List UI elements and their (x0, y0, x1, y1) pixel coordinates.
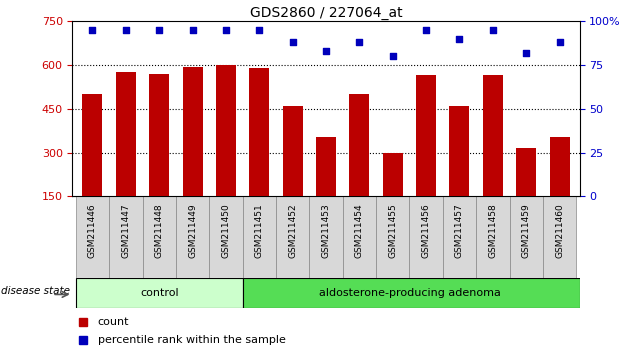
Text: count: count (98, 318, 129, 327)
Text: GSM211457: GSM211457 (455, 203, 464, 258)
Text: GSM211450: GSM211450 (221, 203, 231, 258)
Point (454, 36, 464, 42)
FancyBboxPatch shape (443, 196, 476, 278)
Bar (283, 106, 302, 196)
Point (188, 27, 198, 33)
Point (321, 48, 331, 54)
Title: GDS2860 / 227064_at: GDS2860 / 227064_at (249, 6, 403, 20)
Bar (350, 94, 369, 196)
Text: GSM211454: GSM211454 (355, 203, 364, 258)
Text: GSM211455: GSM211455 (388, 203, 398, 258)
Point (255, 27, 265, 33)
FancyBboxPatch shape (243, 278, 580, 308)
FancyBboxPatch shape (543, 196, 576, 278)
FancyBboxPatch shape (343, 196, 376, 278)
Text: control: control (140, 288, 178, 298)
Bar (449, 106, 469, 196)
Text: percentile rank within the sample: percentile rank within the sample (98, 335, 285, 344)
Text: disease state: disease state (1, 286, 71, 296)
Bar (83, 94, 103, 196)
Point (88, 27, 98, 33)
Text: GSM211449: GSM211449 (188, 203, 197, 258)
FancyBboxPatch shape (476, 196, 510, 278)
Text: GSM211446: GSM211446 (88, 203, 97, 258)
Point (121, 27, 131, 33)
Bar (416, 75, 436, 196)
Bar (549, 137, 570, 196)
Point (354, 39, 364, 45)
Text: GSM211456: GSM211456 (421, 203, 431, 258)
Bar (249, 68, 269, 196)
Bar (149, 74, 169, 196)
Bar (316, 137, 336, 196)
Bar (116, 72, 136, 196)
Bar (183, 67, 203, 196)
Point (488, 27, 498, 33)
Text: GSM211448: GSM211448 (155, 203, 164, 258)
FancyBboxPatch shape (376, 196, 410, 278)
FancyBboxPatch shape (510, 196, 543, 278)
Text: GSM211460: GSM211460 (555, 203, 564, 258)
FancyBboxPatch shape (109, 196, 142, 278)
Point (421, 27, 431, 33)
Point (387, 53, 398, 59)
FancyBboxPatch shape (176, 196, 209, 278)
FancyBboxPatch shape (410, 196, 443, 278)
FancyBboxPatch shape (309, 196, 343, 278)
Bar (216, 65, 236, 196)
Text: GSM211451: GSM211451 (255, 203, 264, 258)
FancyBboxPatch shape (142, 196, 176, 278)
Point (154, 27, 164, 33)
Text: aldosterone-producing adenoma: aldosterone-producing adenoma (319, 288, 500, 298)
FancyBboxPatch shape (276, 196, 309, 278)
FancyBboxPatch shape (243, 196, 276, 278)
Bar (516, 148, 536, 196)
Point (521, 50, 531, 56)
Point (221, 27, 231, 33)
Point (554, 39, 564, 45)
FancyBboxPatch shape (76, 196, 109, 278)
FancyBboxPatch shape (76, 278, 243, 308)
Point (288, 39, 298, 45)
Text: GSM211453: GSM211453 (321, 203, 331, 258)
Text: GSM211458: GSM211458 (488, 203, 497, 258)
Text: GSM211447: GSM211447 (122, 203, 130, 258)
Text: GSM211459: GSM211459 (522, 203, 530, 258)
FancyBboxPatch shape (209, 196, 243, 278)
Bar (483, 75, 503, 196)
Bar (383, 153, 403, 196)
Text: GSM211452: GSM211452 (288, 203, 297, 258)
